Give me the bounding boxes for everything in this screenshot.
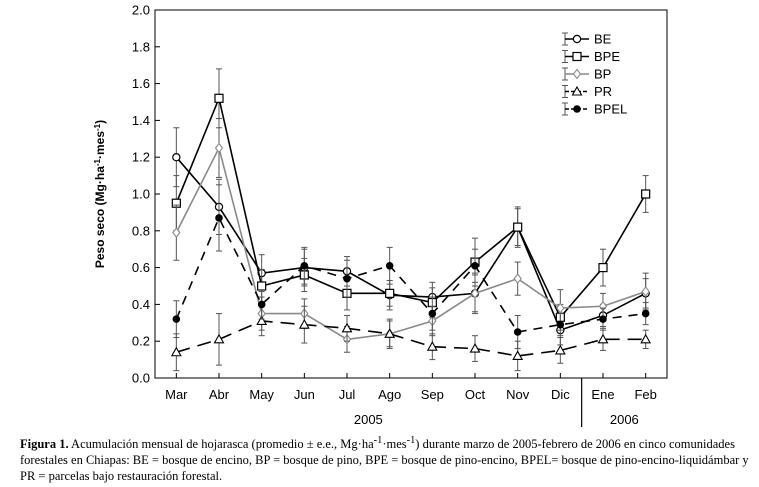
data-point xyxy=(216,215,223,222)
data-point xyxy=(173,316,180,323)
caption-text-1: Acumulación mensual de hojarasca (promed… xyxy=(69,437,374,451)
y-tick-label: 1.8 xyxy=(132,39,150,54)
year-label: 2006 xyxy=(610,412,639,427)
x-tick-label: Nov xyxy=(506,387,530,402)
series-line xyxy=(176,148,645,339)
x-tick-label: Dic xyxy=(551,387,570,402)
data-point xyxy=(641,335,650,343)
x-tick-label: Sep xyxy=(421,387,444,402)
legend-label: BE xyxy=(594,32,612,47)
data-point xyxy=(386,289,394,297)
caption-label: Figura 1. xyxy=(20,437,69,451)
series-BE xyxy=(173,128,650,345)
data-point xyxy=(642,310,649,317)
legend-marker xyxy=(573,53,581,61)
x-tick-label: Oct xyxy=(465,387,486,402)
caption-text-2: ·mes xyxy=(382,437,406,451)
data-point xyxy=(429,310,436,317)
x-tick-label: Mar xyxy=(165,387,188,402)
data-point xyxy=(514,274,521,283)
y-tick-label: 1.2 xyxy=(132,150,150,165)
series-line xyxy=(176,98,645,317)
series-BP xyxy=(173,119,649,353)
series-line xyxy=(176,218,645,332)
y-axis: 0.0 0.2 0.4 0.6 0.8 1.0 1.2 1.4 1.6 1.8 2.0 xyxy=(132,3,160,386)
y-tick-label: 0.6 xyxy=(132,260,150,275)
legend-marker xyxy=(574,106,581,113)
figure-caption: Figura 1. Acumulación mensual de hojaras… xyxy=(20,433,750,484)
data-point xyxy=(514,329,521,336)
y-tick-label: 1.0 xyxy=(132,187,150,202)
data-point xyxy=(514,223,522,231)
caption-sup-2: -1 xyxy=(407,435,416,446)
year-axis: 2005 2006 xyxy=(354,378,639,427)
data-point xyxy=(600,316,607,323)
data-point xyxy=(599,264,607,272)
y-axis-label-mid: ·mes xyxy=(93,131,107,159)
y-tick-label: 0.4 xyxy=(132,297,150,312)
x-tick-label: Ene xyxy=(591,387,614,402)
data-point xyxy=(343,324,352,332)
legend-label: PR xyxy=(594,84,612,99)
y-axis-label: Peso seco (Mg·ha-1·mes-1) xyxy=(93,120,108,268)
x-tick-label: Abr xyxy=(209,387,230,402)
y-axis-label-prefix: Peso seco (Mg·ha xyxy=(93,166,107,268)
litterfall-chart: 0.0 0.2 0.4 0.6 0.8 1.0 1.2 1.4 1.6 1.8 2.0 Mar Abr… xyxy=(0,0,759,430)
y-tick-label: 1.6 xyxy=(132,76,150,91)
data-point xyxy=(258,282,266,290)
series-line xyxy=(176,321,645,356)
data-point xyxy=(173,154,180,161)
y-tick-label: 1.4 xyxy=(132,113,150,128)
data-point xyxy=(471,344,480,352)
x-axis: Mar Abr May Jun Jul Ago Sep Oct Nov Dic Ene Feb xyxy=(165,373,657,402)
legend-label: BP xyxy=(594,67,611,82)
x-tick-label: Jun xyxy=(294,387,315,402)
data-point xyxy=(557,321,564,328)
series-line xyxy=(176,157,645,330)
data-point xyxy=(258,301,265,308)
y-axis-label-suffix: ) xyxy=(93,120,107,124)
data-point xyxy=(472,262,479,269)
y-tick-label: 0.8 xyxy=(132,223,150,238)
caption-sup-1: -1 xyxy=(374,435,383,446)
y-tick-label: 0.0 xyxy=(132,371,150,386)
year-label: 2005 xyxy=(354,412,383,427)
legend-label: BPE xyxy=(594,49,620,64)
data-point xyxy=(215,94,223,102)
y-tick-label: 2.0 xyxy=(132,3,150,18)
x-tick-label: Jul xyxy=(339,387,356,402)
legend-label: BPEL xyxy=(594,102,627,117)
data-point xyxy=(344,275,351,282)
data-point xyxy=(642,190,650,198)
x-tick-label: May xyxy=(249,387,274,402)
series-PR xyxy=(172,306,650,370)
y-tick-label: 0.2 xyxy=(132,334,150,349)
legend: BE BPE BP PR BPEL xyxy=(558,28,638,122)
legend-marker xyxy=(573,35,580,42)
data-point xyxy=(301,262,308,269)
data-point xyxy=(386,262,393,269)
x-tick-label: Feb xyxy=(634,387,656,402)
x-tick-label: Ago xyxy=(378,387,401,402)
